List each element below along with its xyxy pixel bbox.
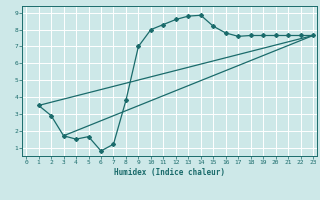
X-axis label: Humidex (Indice chaleur): Humidex (Indice chaleur): [114, 168, 225, 177]
